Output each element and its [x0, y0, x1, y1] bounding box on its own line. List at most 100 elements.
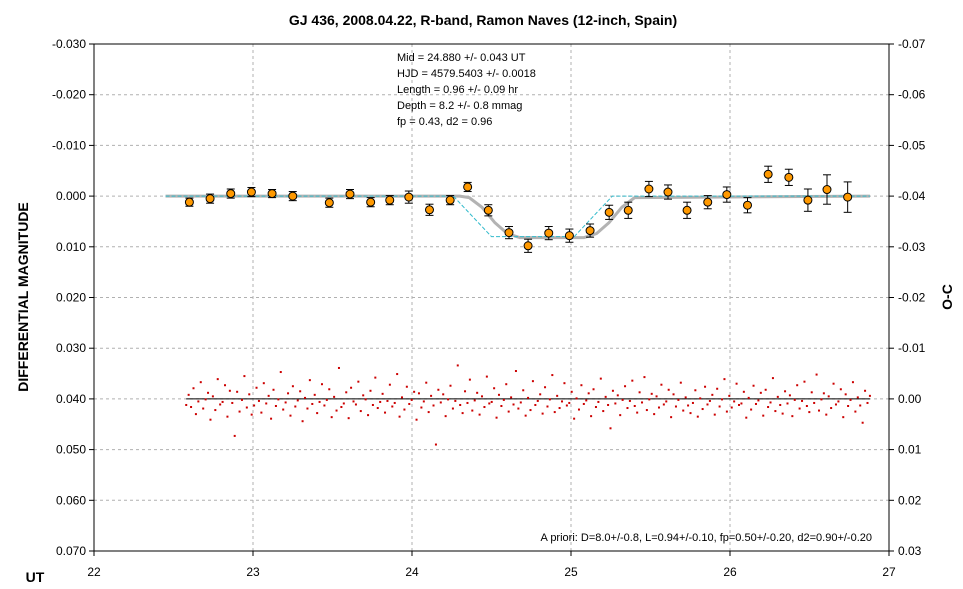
residual-point	[279, 371, 282, 374]
residual-point	[716, 387, 719, 390]
residual-point	[774, 410, 777, 413]
binned-point	[722, 190, 732, 200]
residual-point	[376, 407, 379, 410]
residual-point	[502, 398, 505, 401]
residual-point	[704, 385, 707, 388]
residual-point	[369, 389, 372, 392]
residual-point	[684, 396, 687, 399]
residual-point	[808, 411, 811, 414]
residual-point	[832, 382, 835, 385]
y2-tick-label: -0.01	[898, 341, 926, 355]
residual-point	[505, 383, 508, 386]
residual-point	[204, 398, 207, 401]
residual-point	[672, 393, 675, 396]
residual-point	[614, 402, 617, 405]
residual-point	[291, 385, 294, 388]
residual-point	[231, 401, 234, 404]
residual-point	[868, 394, 871, 397]
residual-point	[849, 398, 852, 401]
residual-point	[561, 400, 564, 403]
residual-point	[541, 412, 544, 415]
residual-point	[236, 390, 239, 393]
residual-point	[648, 398, 651, 401]
y-tick-label: 0.000	[56, 189, 86, 203]
residual-point	[548, 398, 551, 401]
x-tick-label: 24	[405, 565, 419, 579]
y-tick-label: 0.060	[56, 493, 86, 507]
residual-points	[185, 364, 871, 446]
residual-point	[590, 415, 593, 418]
binned-point	[345, 189, 355, 199]
residual-point	[243, 375, 246, 378]
fit-result-line: fp = 0.43, d2 = 0.96	[397, 116, 492, 128]
residual-point	[190, 406, 193, 409]
binned-point	[226, 189, 236, 199]
y2-axis-label: O-C	[939, 284, 955, 310]
residual-point	[699, 397, 702, 400]
residual-point	[818, 409, 821, 412]
residual-point	[786, 402, 789, 405]
residual-point	[742, 390, 745, 393]
residual-point	[219, 403, 222, 406]
residual-point	[825, 413, 828, 416]
residual-point	[517, 407, 520, 410]
residual-point	[696, 415, 699, 418]
residual-point	[250, 413, 253, 416]
residual-point	[381, 392, 384, 395]
residual-point	[442, 393, 445, 396]
residual-point	[240, 398, 243, 401]
residual-point	[822, 392, 825, 395]
residual-point	[471, 409, 474, 412]
residual-point	[497, 393, 500, 396]
residual-point	[354, 403, 357, 406]
residual-point	[662, 403, 665, 406]
residual-point	[679, 381, 682, 384]
x-tick-label: 23	[246, 565, 260, 579]
residual-point	[694, 389, 697, 392]
residual-point	[791, 415, 794, 418]
residual-point	[374, 376, 377, 379]
residual-point	[459, 403, 462, 406]
residual-point	[224, 384, 227, 387]
residual-point	[311, 402, 314, 405]
residual-point	[820, 398, 823, 401]
residual-point	[866, 401, 869, 404]
y2-tick-label: -0.06	[898, 88, 926, 102]
residual-point	[633, 404, 636, 407]
residual-point	[272, 388, 275, 391]
residual-point	[725, 410, 728, 413]
residual-point	[813, 401, 816, 404]
residual-point	[320, 383, 323, 386]
residual-point	[405, 385, 408, 388]
residual-point	[563, 382, 566, 385]
residual-point	[304, 396, 307, 399]
residual-point	[708, 399, 711, 402]
residual-point	[587, 392, 590, 395]
binned-point	[703, 197, 713, 207]
residual-point	[287, 392, 290, 395]
residual-point	[274, 404, 277, 407]
y-tick-label: 0.030	[56, 341, 86, 355]
y2-tick-label: 0.02	[898, 493, 922, 507]
residual-point	[350, 386, 353, 389]
y2-tick-label: -0.07	[898, 37, 926, 51]
residual-point	[255, 386, 258, 389]
residual-point	[769, 401, 772, 404]
fit-result-line: Depth = 8.2 +/- 0.8 mmag	[397, 100, 522, 112]
residual-point	[839, 388, 842, 391]
residual-point	[384, 411, 387, 414]
y-axis-label: DIFFERENTIAL MAGNITUDE	[15, 202, 31, 392]
residual-point	[788, 394, 791, 397]
binned-point	[682, 205, 692, 215]
residual-point	[522, 389, 525, 392]
residual-point	[216, 378, 219, 381]
residual-point	[691, 401, 694, 404]
residual-point	[209, 418, 212, 421]
residual-point	[621, 398, 624, 401]
binned-point	[483, 205, 493, 215]
residual-point	[762, 414, 765, 417]
a-priori-model-line	[165, 195, 870, 238]
residual-point	[282, 408, 285, 411]
residual-point	[682, 409, 685, 412]
